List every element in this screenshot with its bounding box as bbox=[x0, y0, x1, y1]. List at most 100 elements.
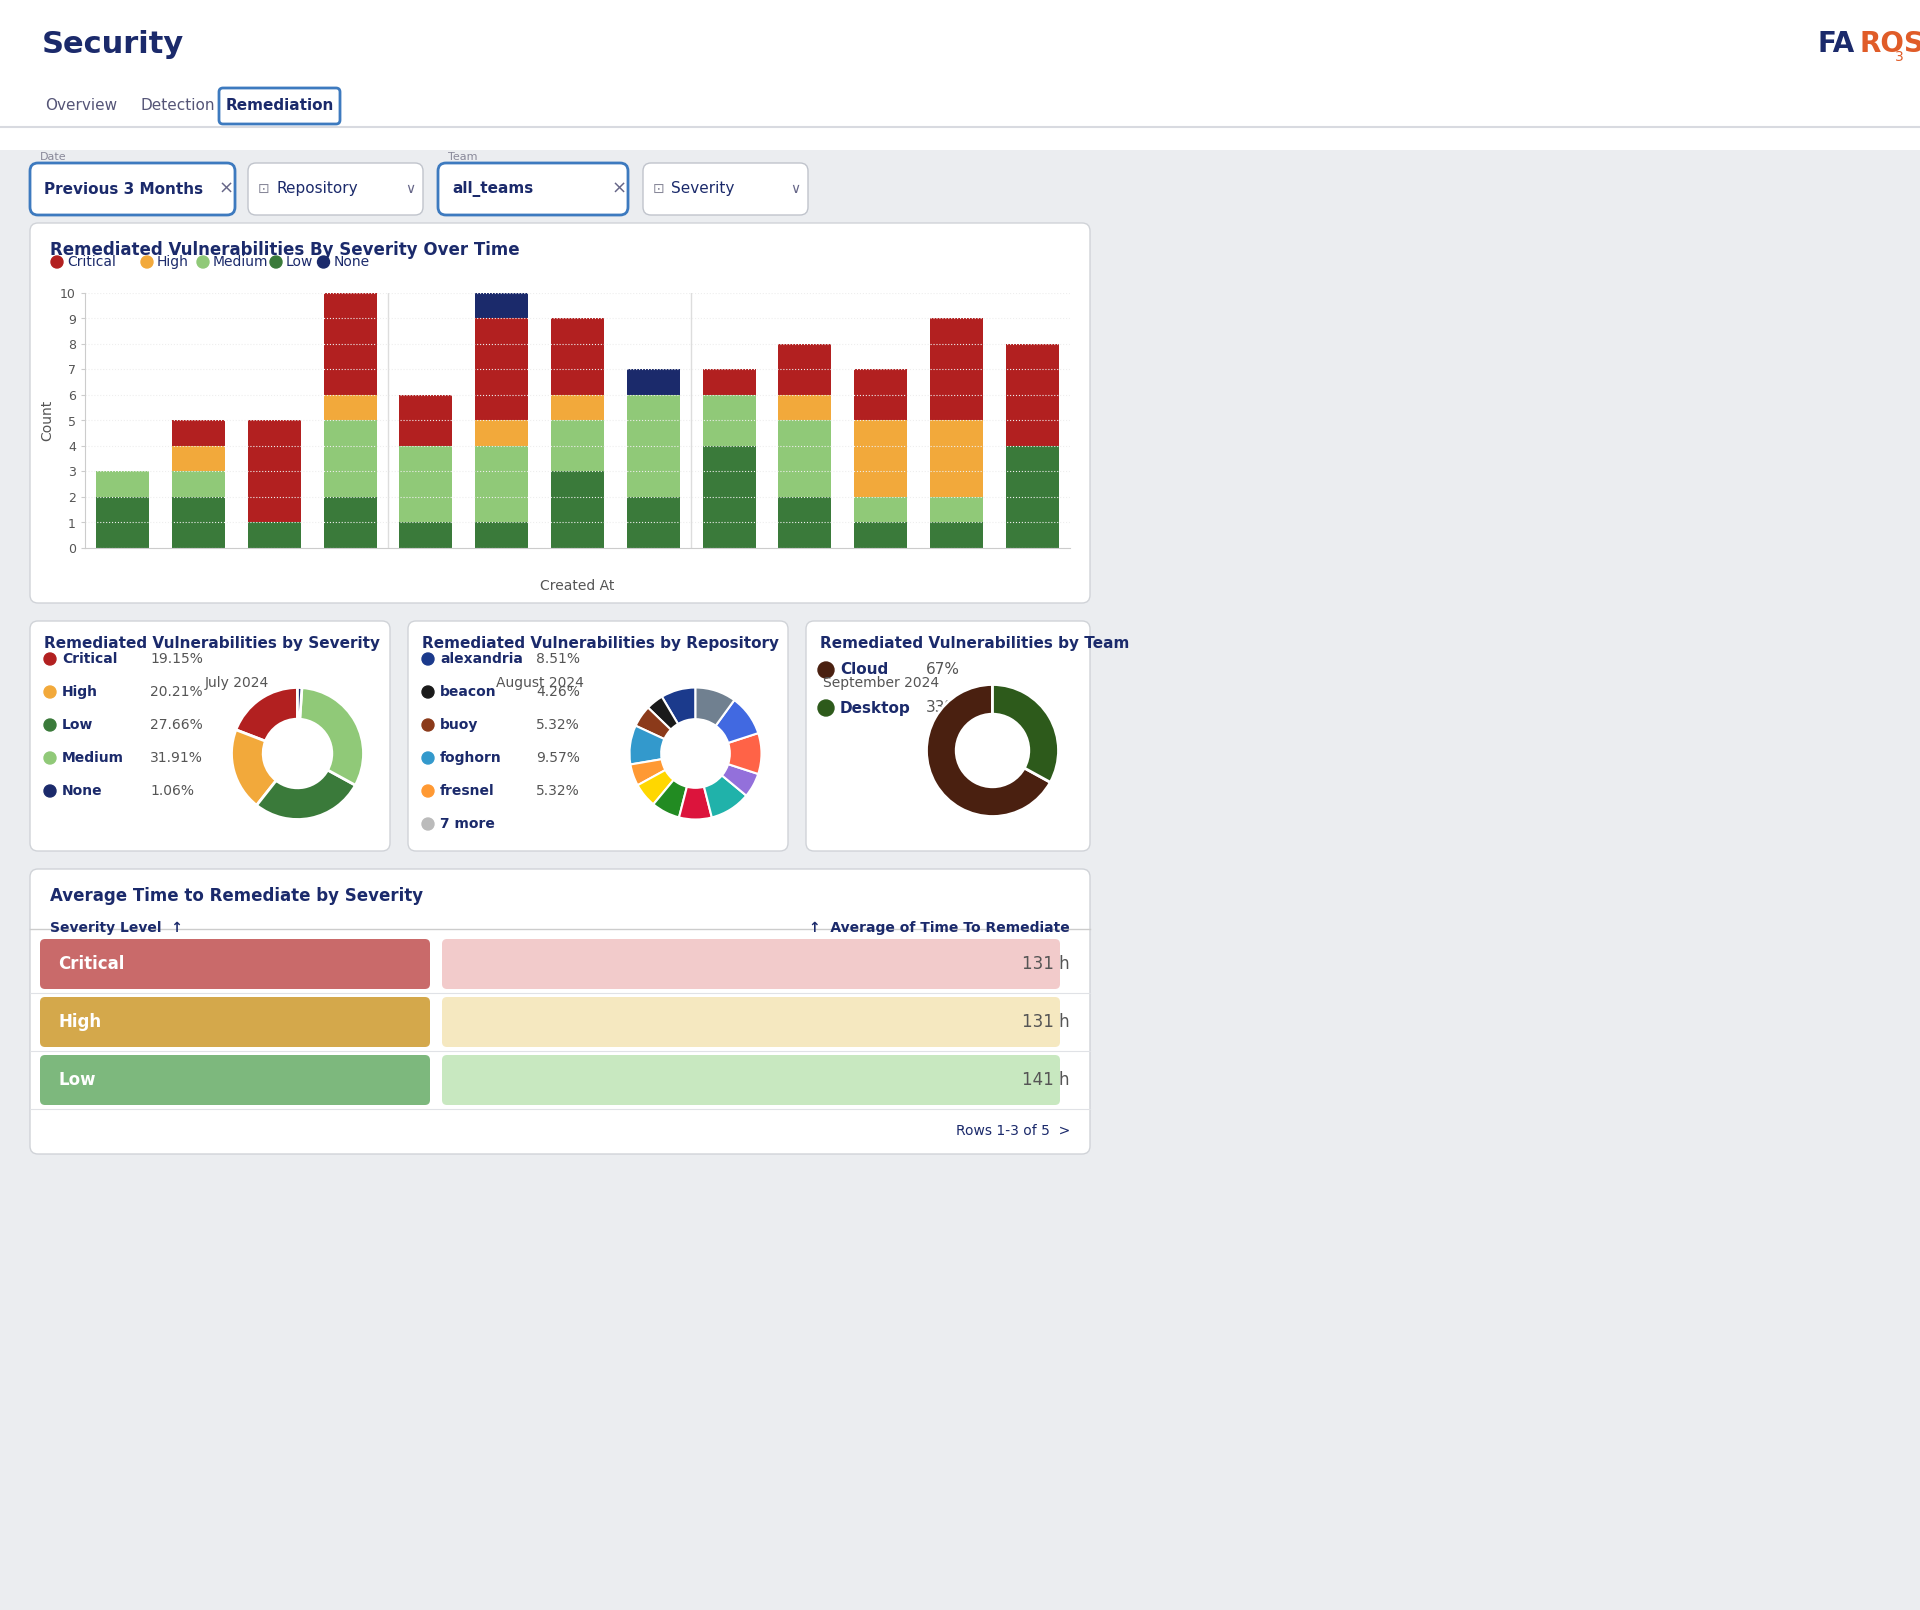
Bar bbox=[476, 319, 528, 420]
FancyBboxPatch shape bbox=[40, 939, 430, 989]
Text: 19.15%: 19.15% bbox=[150, 652, 204, 667]
Bar bbox=[854, 497, 906, 523]
Text: Remediated Vulnerabilities by Team: Remediated Vulnerabilities by Team bbox=[820, 636, 1129, 650]
Text: 67%: 67% bbox=[925, 662, 960, 678]
Text: ∨: ∨ bbox=[405, 182, 415, 196]
Text: 31.91%: 31.91% bbox=[150, 750, 204, 765]
Bar bbox=[778, 420, 831, 497]
Text: ⊡: ⊡ bbox=[653, 182, 664, 196]
Bar bbox=[476, 293, 528, 319]
Bar bbox=[96, 497, 150, 547]
Text: 8.51%: 8.51% bbox=[536, 652, 580, 667]
Bar bbox=[778, 345, 831, 394]
Circle shape bbox=[52, 256, 63, 267]
Wedge shape bbox=[636, 708, 670, 739]
FancyBboxPatch shape bbox=[643, 163, 808, 216]
Wedge shape bbox=[695, 687, 733, 726]
Wedge shape bbox=[637, 770, 674, 805]
Bar bbox=[0, 0, 1920, 150]
Text: Cloud: Cloud bbox=[841, 662, 889, 678]
FancyBboxPatch shape bbox=[31, 869, 1091, 1154]
Circle shape bbox=[198, 256, 209, 267]
Text: 4.26%: 4.26% bbox=[536, 684, 580, 699]
Text: August 2024: August 2024 bbox=[495, 676, 584, 689]
FancyBboxPatch shape bbox=[442, 939, 1060, 989]
Wedge shape bbox=[630, 760, 666, 786]
Circle shape bbox=[818, 700, 833, 716]
Bar bbox=[626, 394, 680, 497]
Text: ∨: ∨ bbox=[789, 182, 801, 196]
Bar bbox=[324, 497, 376, 547]
Text: 141 h: 141 h bbox=[1023, 1071, 1069, 1088]
Bar bbox=[324, 293, 376, 394]
Wedge shape bbox=[649, 697, 678, 729]
Wedge shape bbox=[705, 776, 747, 818]
Text: July 2024: July 2024 bbox=[204, 676, 269, 689]
Text: 27.66%: 27.66% bbox=[150, 718, 204, 733]
Circle shape bbox=[317, 256, 330, 267]
Bar bbox=[1006, 345, 1058, 446]
FancyBboxPatch shape bbox=[806, 621, 1091, 852]
Circle shape bbox=[422, 818, 434, 831]
Circle shape bbox=[44, 752, 56, 765]
Wedge shape bbox=[300, 687, 363, 786]
Bar bbox=[854, 420, 906, 497]
Text: Desktop: Desktop bbox=[841, 700, 910, 715]
Text: Remediated Vulnerabilities By Severity Over Time: Remediated Vulnerabilities By Severity O… bbox=[50, 242, 520, 259]
Text: High: High bbox=[61, 684, 98, 699]
Bar bbox=[399, 446, 453, 523]
Circle shape bbox=[44, 654, 56, 665]
Text: FA: FA bbox=[1818, 31, 1855, 58]
Circle shape bbox=[271, 256, 282, 267]
Text: Severity: Severity bbox=[670, 182, 733, 196]
Circle shape bbox=[44, 686, 56, 699]
Bar bbox=[173, 420, 225, 446]
Wedge shape bbox=[728, 733, 762, 774]
Y-axis label: Count: Count bbox=[40, 399, 54, 441]
Wedge shape bbox=[680, 787, 712, 819]
Wedge shape bbox=[993, 684, 1058, 782]
Bar bbox=[551, 319, 605, 394]
Text: 3: 3 bbox=[1895, 50, 1905, 64]
FancyBboxPatch shape bbox=[438, 163, 628, 216]
Bar bbox=[1006, 446, 1058, 547]
X-axis label: Created At: Created At bbox=[540, 578, 614, 592]
Bar bbox=[854, 523, 906, 547]
Text: Critical: Critical bbox=[58, 955, 125, 972]
Text: ×: × bbox=[219, 180, 234, 198]
Text: ↑  Average of Time To Remediate: ↑ Average of Time To Remediate bbox=[808, 921, 1069, 935]
Wedge shape bbox=[232, 729, 276, 805]
Text: beacon: beacon bbox=[440, 684, 497, 699]
Text: foghorn: foghorn bbox=[440, 750, 501, 765]
FancyBboxPatch shape bbox=[40, 1055, 430, 1104]
Bar bbox=[173, 446, 225, 472]
Bar bbox=[476, 420, 528, 446]
Wedge shape bbox=[662, 687, 695, 724]
Bar bbox=[703, 394, 756, 446]
Text: 131 h: 131 h bbox=[1021, 955, 1069, 972]
Bar bbox=[173, 497, 225, 547]
Bar bbox=[703, 446, 756, 547]
Text: 131 h: 131 h bbox=[1021, 1013, 1069, 1030]
Text: Team: Team bbox=[447, 151, 478, 163]
FancyBboxPatch shape bbox=[40, 997, 430, 1046]
Bar bbox=[778, 394, 831, 420]
Wedge shape bbox=[716, 700, 758, 742]
Text: Low: Low bbox=[286, 254, 313, 269]
Wedge shape bbox=[257, 770, 355, 819]
Text: 33%: 33% bbox=[925, 700, 960, 715]
Bar bbox=[0, 155, 1920, 221]
Text: None: None bbox=[61, 784, 102, 799]
Text: ×: × bbox=[612, 180, 628, 198]
Text: Average Time to Remediate by Severity: Average Time to Remediate by Severity bbox=[50, 887, 422, 905]
FancyBboxPatch shape bbox=[31, 224, 1091, 604]
Bar bbox=[324, 420, 376, 497]
Bar bbox=[476, 523, 528, 547]
Bar bbox=[551, 420, 605, 472]
Bar bbox=[551, 394, 605, 420]
FancyBboxPatch shape bbox=[219, 89, 340, 124]
FancyBboxPatch shape bbox=[407, 621, 787, 852]
Text: ROS: ROS bbox=[1860, 31, 1920, 58]
Circle shape bbox=[140, 256, 154, 267]
Text: None: None bbox=[334, 254, 371, 269]
